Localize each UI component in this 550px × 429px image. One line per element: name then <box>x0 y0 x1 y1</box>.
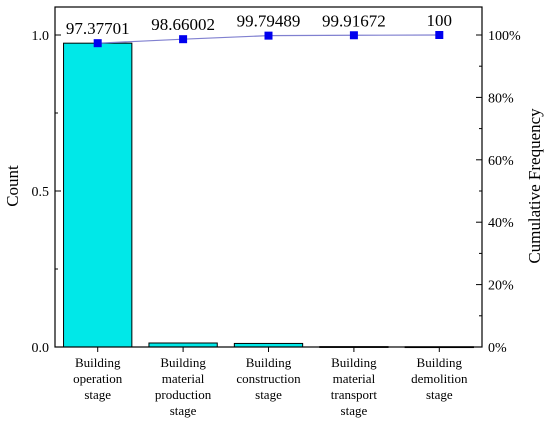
bar-0 <box>63 42 133 348</box>
x-tick-label-1: Building material production stage <box>155 355 212 418</box>
y-tick-label-2: 1.0 <box>32 29 50 44</box>
x-tick-label-line: Building <box>75 355 121 370</box>
x-tick-label-line: production <box>155 387 212 402</box>
x-tick-label-2: Building construction stage <box>236 355 301 402</box>
x-tick-label-line: stage <box>255 387 282 402</box>
x-tick-label-line: material <box>162 371 205 386</box>
data-label-3: 99.91672 <box>322 11 386 30</box>
x-tick-label-line: demolition <box>411 371 468 386</box>
data-label-0: 97.37701 <box>66 19 130 38</box>
data-label-2: 99.79489 <box>237 12 301 31</box>
x-tick-label-4: Building demolition stage <box>411 355 468 402</box>
y2-tick-label-1: 20% <box>488 279 514 294</box>
x-tick-label-line: construction <box>236 371 301 386</box>
y-tick-label-1: 0.5 <box>32 185 50 200</box>
x-tick-label-line: Building <box>331 355 377 370</box>
x-tick-label-line: Building <box>417 355 463 370</box>
ticks-layer: 0.00.51.00%20%40%60%80%100%Building opera… <box>32 29 522 418</box>
x-tick-label-0: Building operation stage <box>73 355 123 402</box>
data-label-4: 100 <box>427 11 453 30</box>
cumulative-marker-3 <box>349 31 358 40</box>
x-tick-label-line: Building <box>160 355 206 370</box>
y2-tick-label-4: 80% <box>488 91 514 106</box>
x-tick-label-line: stage <box>426 387 453 402</box>
x-tick-label-line: stage <box>170 403 197 418</box>
y2-tick-label-5: 100% <box>488 29 521 44</box>
cumulative-line-layer: 97.37701 98.66002 99.79489 99.91672 100 <box>66 11 453 48</box>
y2-axis-title: Cumulative Frequency <box>525 108 544 264</box>
x-tick-label-line: stage <box>341 403 368 418</box>
y-axis-title: Count <box>3 165 22 207</box>
data-label-1: 98.66002 <box>151 15 215 34</box>
y2-tick-label-0: 0% <box>488 341 507 356</box>
x-tick-label-line: operation <box>73 371 123 386</box>
y2-tick-label-3: 60% <box>488 154 514 169</box>
cumulative-marker-2 <box>264 31 273 40</box>
y2-tick-label-2: 40% <box>488 216 514 231</box>
x-tick-label-line: transport <box>331 387 378 402</box>
y-tick-label-0: 0.0 <box>32 341 50 356</box>
x-tick-label-3: Building material transport stage <box>331 355 378 418</box>
cumulative-marker-0 <box>93 39 102 48</box>
cumulative-marker-4 <box>435 31 444 39</box>
cumulative-marker-1 <box>179 35 188 44</box>
labels-layer: Count Cumulative Frequency <box>3 108 544 264</box>
x-tick-label-line: stage <box>84 387 111 402</box>
x-tick-label-line: material <box>333 371 376 386</box>
bars-layer <box>63 42 474 349</box>
x-tick-label-line: Building <box>246 355 292 370</box>
